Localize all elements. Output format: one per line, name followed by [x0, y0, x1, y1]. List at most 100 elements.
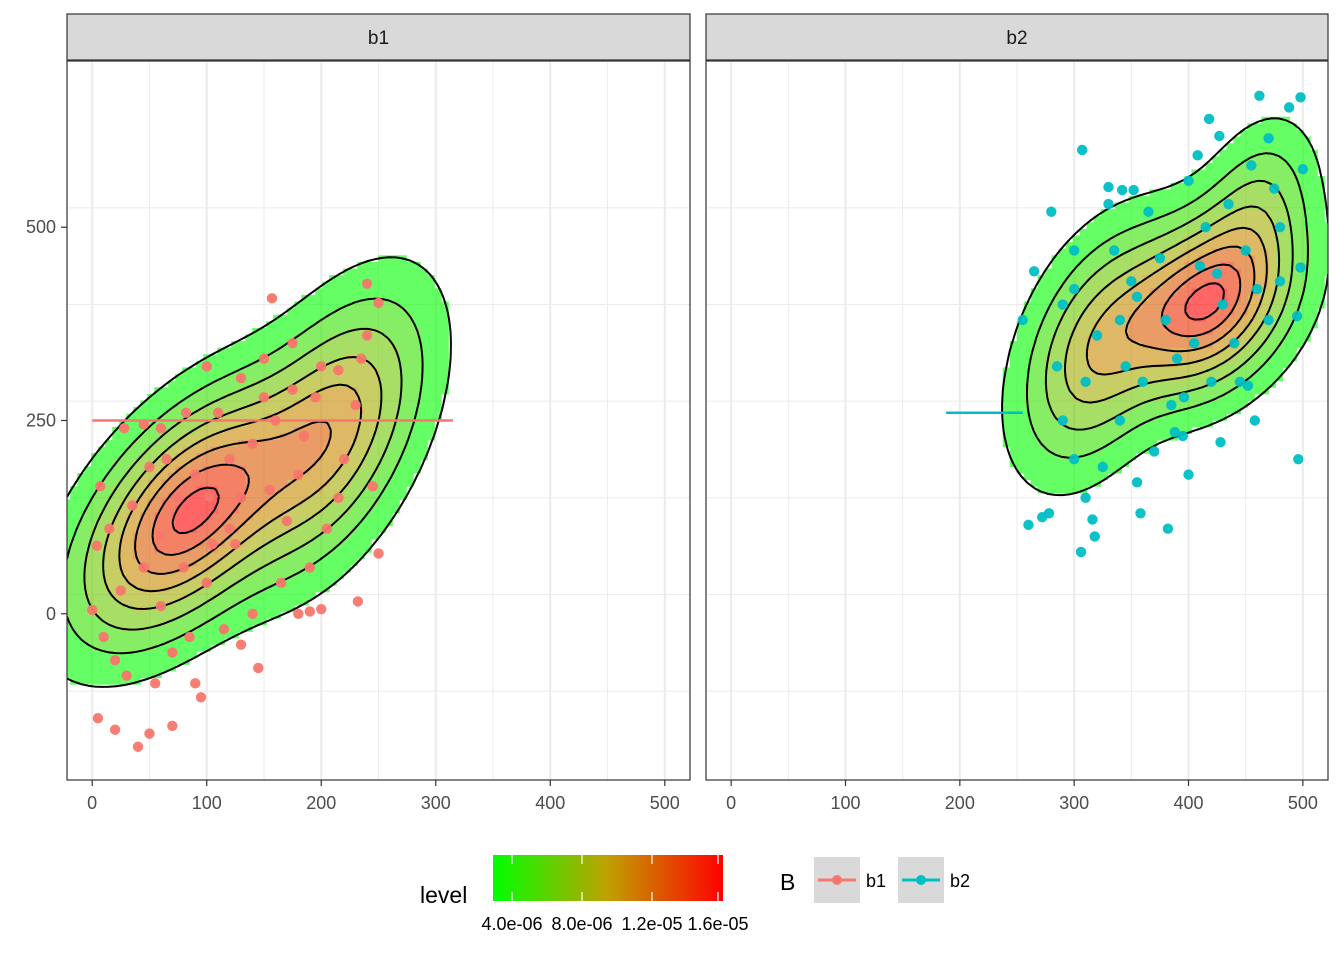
contour-line [118, 383, 363, 593]
data-point [1171, 353, 1183, 364]
data-point [203, 491, 215, 502]
data-point [1251, 283, 1263, 295]
data-point [224, 453, 235, 465]
data-point [373, 297, 384, 309]
data-point [1068, 283, 1080, 295]
data-point [356, 353, 367, 364]
data-point [293, 608, 304, 619]
data-point [281, 515, 293, 527]
data-point [1087, 514, 1098, 525]
data-point [1223, 198, 1234, 210]
colorbar-label: 8.0e-06 [551, 914, 612, 934]
strip-label-b2: b2 [1006, 28, 1027, 49]
data-point [287, 337, 298, 349]
data-point [1214, 130, 1225, 142]
contour-line [1160, 263, 1242, 338]
data-point [178, 562, 190, 573]
data-point [1160, 314, 1171, 326]
data-point [155, 600, 167, 612]
data-point [167, 720, 178, 732]
data-point [1194, 260, 1206, 272]
data-point [1192, 150, 1203, 161]
data-point [258, 353, 270, 364]
data-point [1017, 314, 1028, 326]
data-point [321, 523, 333, 534]
data-point [1143, 206, 1154, 217]
data-point [235, 372, 247, 384]
contour-line [1026, 152, 1309, 459]
contour-line [67, 256, 452, 688]
x-tick-label: 100 [192, 793, 222, 813]
data-point [352, 596, 364, 607]
density-bands [67, 255, 449, 685]
data-point [253, 662, 264, 674]
data-point [1297, 164, 1309, 175]
facet-panels: b1 0 100 200 300 400 500 0 250 500 b2 0 100 200 300 400… [26, 13, 1329, 813]
contour-line [1124, 245, 1256, 353]
data-point [1177, 430, 1188, 442]
data-point [1091, 330, 1103, 341]
points-b2 [1017, 90, 1309, 558]
data-point [333, 365, 344, 376]
data-point [1057, 415, 1068, 426]
data-point [1206, 376, 1217, 388]
data-point [1108, 245, 1120, 256]
contour-line [1184, 282, 1225, 321]
contour-line [67, 297, 424, 655]
data-point [1051, 361, 1063, 372]
data-point [1068, 245, 1080, 256]
data-point [190, 469, 201, 480]
data-point [287, 384, 298, 395]
data-point [98, 631, 109, 643]
data-point [144, 728, 155, 739]
data-point [1166, 399, 1177, 411]
x-tick-label: 500 [1288, 793, 1318, 813]
data-point [161, 453, 172, 465]
x-tick-label: 500 [650, 793, 680, 813]
data-point [1189, 337, 1200, 349]
panel-b2: b2 0 100 200 300 400 500 [705, 13, 1329, 813]
data-point [138, 562, 149, 573]
data-point [316, 361, 327, 372]
data-point [1211, 268, 1223, 279]
data-point [224, 523, 235, 534]
data-point [1137, 376, 1148, 388]
data-point [121, 670, 132, 681]
data-point [1075, 546, 1087, 558]
legend-colorbar [493, 855, 723, 901]
data-point [127, 500, 138, 511]
data-point [1068, 453, 1080, 465]
data-point [1269, 183, 1280, 194]
strip-b1 [66, 13, 691, 61]
strip-label-b1: b1 [368, 28, 389, 49]
data-point [1149, 446, 1160, 457]
data-point [91, 540, 102, 551]
legend-title-level: level [420, 882, 467, 908]
contour-lines [1001, 117, 1328, 497]
data-point [1295, 92, 1306, 103]
data-point [1046, 206, 1057, 217]
data-point [235, 492, 247, 504]
data-point [86, 604, 98, 616]
data-point [230, 538, 241, 550]
data-point [92, 712, 104, 724]
data-point [104, 523, 115, 534]
data-point [1114, 415, 1126, 426]
contour-line [171, 486, 220, 535]
x-tick-label: 0 [726, 793, 736, 813]
data-point [115, 585, 127, 596]
data-point [201, 577, 212, 589]
data-point [235, 639, 247, 650]
data-point [1291, 310, 1303, 322]
data-point [149, 678, 161, 689]
data-point [1103, 181, 1114, 193]
panel-border [705, 60, 1329, 781]
data-point [1080, 376, 1091, 388]
data-point [218, 624, 230, 635]
data-point [1076, 144, 1088, 156]
data-point [258, 392, 270, 403]
data-point [184, 631, 195, 643]
data-point [247, 608, 258, 619]
data-point [119, 423, 130, 434]
strip-b2 [705, 13, 1329, 61]
